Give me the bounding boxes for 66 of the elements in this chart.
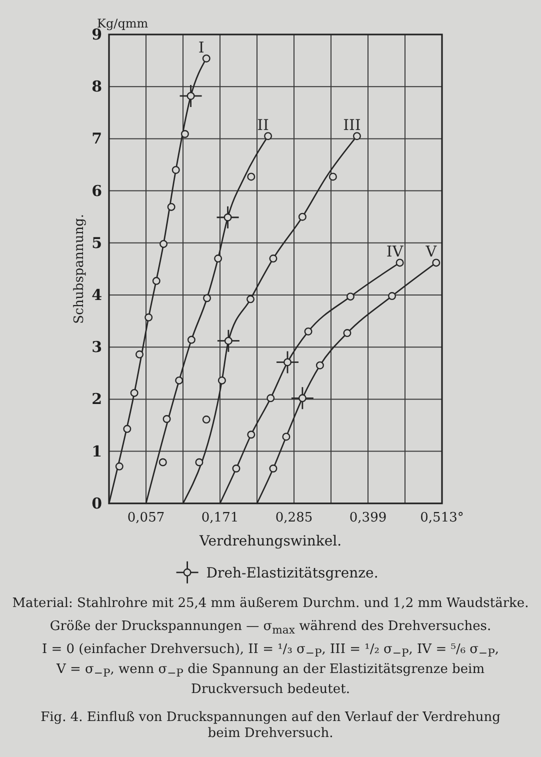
point — [282, 432, 290, 441]
point — [298, 212, 306, 221]
x-tick-label: 0,285 — [275, 510, 313, 526]
text: Größe der Druckspannungen — σ$_{max}$ während des Drehversuches. — [48, 618, 492, 637]
y-tick-label: 4 — [92, 286, 102, 304]
point — [346, 292, 354, 301]
text: I = 0 (einfacher Drehversuch), II = ¹/₃ σ$_{−P}$, III = ¹/₂ σ$_{−P}$, IV = ⁵/₆ σ$_{−P}$, V = σ$_{−P}$, wenn σ$_{−P}$ die Spannung an der Elastizitätsgrenze beim Druckversuch bedeutet. — [42, 642, 500, 697]
point — [123, 424, 132, 433]
y-tick-label: 0 — [92, 494, 102, 512]
y-tick-label: 7 — [92, 130, 102, 148]
point — [160, 240, 168, 248]
point — [352, 132, 361, 140]
point — [175, 376, 184, 384]
point — [247, 172, 256, 181]
x-tick-label: 0,399 — [349, 510, 387, 526]
point — [214, 254, 222, 263]
point — [432, 258, 440, 267]
point — [266, 394, 275, 402]
point — [269, 464, 278, 472]
series-label: III — [343, 116, 361, 134]
y-axis-title: Schubspannung. — [72, 214, 87, 324]
series-label: II — [257, 116, 270, 134]
point — [172, 166, 180, 174]
point — [203, 294, 212, 302]
point — [180, 130, 189, 138]
point — [396, 258, 404, 267]
point — [202, 54, 210, 62]
x-axis-title: Verdrehungswinkel. — [198, 533, 342, 550]
x-tick-label: 0,513° — [420, 510, 464, 526]
x-tick-label: 0,057 — [127, 510, 165, 526]
point — [158, 458, 167, 466]
y-tick-label: 1 — [92, 442, 102, 460]
text: Kg/qmm — [97, 16, 149, 30]
point — [136, 350, 144, 358]
y-tick-label: 3 — [92, 338, 102, 356]
point — [152, 276, 160, 285]
point — [247, 430, 256, 439]
series-label: I — [198, 38, 204, 56]
point — [130, 388, 138, 397]
point — [246, 295, 255, 304]
legend-label: Dreh-Elastizitätsgrenze. — [206, 565, 378, 582]
point — [264, 132, 272, 140]
point — [167, 202, 176, 211]
series-label: IV — [386, 242, 404, 261]
series-label: V — [424, 242, 438, 261]
point — [316, 361, 324, 370]
point — [304, 327, 312, 336]
y-tick-label: 6 — [92, 182, 102, 200]
point — [144, 313, 153, 322]
point — [343, 329, 352, 338]
point — [202, 416, 210, 424]
point — [232, 464, 240, 472]
point — [115, 462, 124, 470]
point — [195, 458, 204, 466]
point — [269, 254, 278, 263]
y-tick-label: 8 — [92, 78, 102, 96]
caption: Fig. 4. Einfluß von Druckspannungen auf den Verlauf der Verdrehung beim Drehversuch. — [40, 710, 502, 742]
point — [328, 172, 337, 181]
y-tick-label: 2 — [92, 390, 102, 408]
text: Material: Stahlrohre mit 25,4 mm äußerem Durchm. und 1,2 mm Waudstärke. — [11, 595, 530, 613]
y-tick-label: 5 — [92, 234, 102, 252]
point — [388, 292, 396, 300]
point — [187, 336, 196, 344]
point — [162, 415, 171, 423]
x-tick-label: 0,171 — [201, 510, 239, 526]
point — [218, 376, 226, 384]
